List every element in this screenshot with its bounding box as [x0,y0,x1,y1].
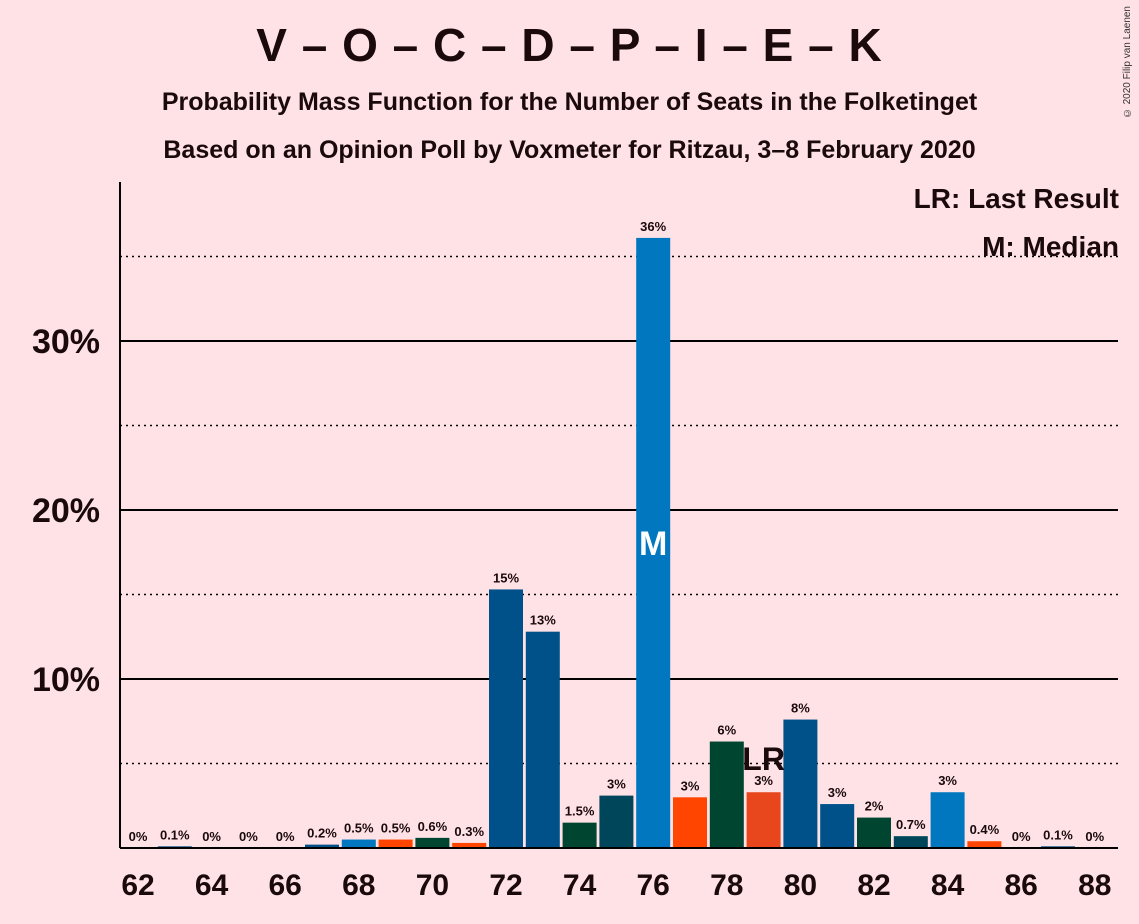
last-result-marker: LR [742,741,785,777]
y-tick-label: 30% [32,323,100,361]
bar-seat-70 [415,837,450,848]
data-label-seat-80: 8% [791,701,810,716]
bar-seat-73 [525,631,560,848]
bar-seat-79 [746,792,781,848]
data-label-seat-79: 3% [754,773,773,788]
chart-source-line: Based on an Opinion Poll by Voxmeter for… [163,136,976,164]
data-label-seat-69: 0.5% [381,821,411,836]
bar-seat-84 [930,792,965,848]
data-label-seat-87: 0.1% [1043,827,1073,842]
median-marker: M [639,525,667,563]
x-tick-label: 62 [121,869,154,902]
x-tick-label: 72 [489,869,522,902]
data-label-seat-66: 0% [276,829,295,844]
x-tick-label: 84 [931,869,965,902]
bar-seat-74 [562,822,597,848]
x-tick-label: 74 [563,869,597,902]
data-label-seat-84: 3% [938,773,957,788]
data-label-seat-77: 3% [681,778,700,793]
bar-seat-75 [599,795,634,848]
data-label-seat-74: 1.5% [565,804,595,819]
data-label-seat-64: 0% [202,829,221,844]
bar-seat-83 [893,836,928,848]
data-label-seat-62: 0% [129,829,148,844]
x-tick-label: 86 [1005,869,1038,902]
data-label-seat-65: 0% [239,829,258,844]
bar-seat-77 [673,797,707,848]
data-label-seat-70: 0.6% [418,819,448,834]
chart-subtitle: Probability Mass Function for the Number… [161,88,978,116]
bar-seat-72 [489,589,523,848]
legend-last-result: LR: Last Result [913,183,1119,214]
x-tick-label: 66 [269,869,302,902]
bar-seat-80 [783,719,818,848]
data-label-seat-73: 13% [530,613,556,628]
x-tick-label: 80 [784,869,817,902]
bar-seat-69 [378,839,413,848]
data-label-seat-78: 6% [717,723,736,738]
bar-seat-67 [305,844,339,848]
data-label-seat-67: 0.2% [307,826,337,841]
x-tick-label: 64 [195,869,229,902]
x-tick-label: 78 [710,869,743,902]
bar-seat-78 [709,741,744,848]
bar-seat-85 [967,841,1002,848]
data-label-seat-82: 2% [865,799,884,814]
data-label-seat-72: 15% [493,570,519,585]
x-tick-label: 82 [857,869,890,902]
chart-title: V – O – C – D – P – I – E – K [256,19,883,71]
y-tick-label: 20% [32,492,100,530]
data-label-seat-76: 36% [640,219,666,234]
data-label-seat-85: 0.4% [970,822,1000,837]
bar-seat-81 [820,804,855,848]
data-label-seat-81: 3% [828,785,847,800]
bar-seat-68 [341,839,376,848]
data-label-seat-63: 0.1% [160,827,190,842]
x-tick-label: 88 [1078,869,1111,902]
x-tick-label: 76 [637,869,670,902]
data-label-seat-71: 0.3% [454,824,484,839]
data-label-seat-86: 0% [1012,829,1031,844]
bar-seat-76 [636,237,671,848]
y-tick-label: 10% [32,661,100,699]
data-label-seat-83: 0.7% [896,817,926,832]
x-tick-label: 68 [342,869,375,902]
bar-seat-71 [452,842,487,848]
data-label-seat-68: 0.5% [344,821,374,836]
bar-seat-82 [857,817,891,848]
data-label-seat-75: 3% [607,777,626,792]
x-tick-label: 70 [416,869,449,902]
data-label-seat-88: 0% [1085,829,1104,844]
